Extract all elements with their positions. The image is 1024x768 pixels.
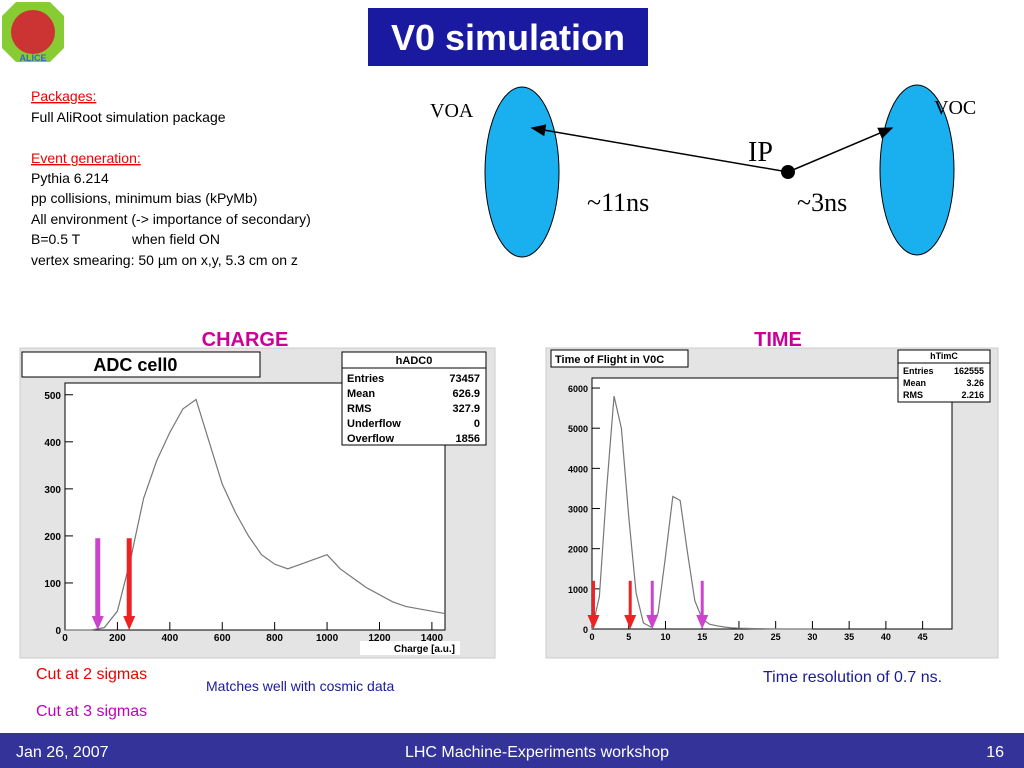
cut-arrow-head: [91, 616, 104, 630]
interaction-point: [781, 165, 795, 179]
axis-label-box: [360, 641, 460, 655]
diagram-label: VOA: [430, 100, 474, 122]
stats-value: 162555: [954, 366, 984, 376]
note: Matches well with cosmic data: [206, 678, 395, 694]
text-line: Pythia 6.214: [31, 170, 109, 186]
stats-value: 1856: [456, 433, 480, 445]
cut-arrow-head: [123, 616, 136, 630]
y-tick-label: 500: [44, 391, 61, 402]
x-tick-label: 25: [771, 632, 781, 642]
y-tick-label: 5000: [568, 424, 588, 434]
stats-label: RMS: [347, 403, 371, 415]
y-tick-label: 2000: [568, 545, 588, 555]
title-box: [550, 349, 689, 368]
diagram-label: ~11ns: [587, 188, 649, 217]
text-line: pp collisions, minimum bias (kPyMb): [31, 190, 257, 206]
text-line: when field ON: [131, 231, 220, 247]
x-tick-label: 0: [589, 632, 594, 642]
y-tick-label: 0: [583, 625, 588, 635]
y-tick-label: 0: [55, 626, 61, 637]
x-tick-label: 20: [734, 632, 744, 642]
x-tick-label: 200: [109, 633, 126, 644]
path-arrow: [530, 124, 789, 173]
path-arrow: [787, 127, 894, 173]
cut-arrow-head: [696, 615, 709, 629]
text-line: All environment (-> importance of second…: [31, 211, 311, 227]
x-tick-label: 0: [62, 633, 68, 644]
stats-label: Underflow: [347, 418, 401, 430]
text-line: Full AliRoot simulation package: [31, 109, 226, 125]
stats-value: 3.26: [966, 378, 984, 388]
y-tick-label: 200: [44, 532, 61, 543]
chart-title: ADC cell0: [93, 355, 177, 375]
stats-value: 2.216: [961, 390, 984, 400]
x-tick-label: 45: [918, 632, 928, 642]
y-tick-label: 100: [44, 579, 61, 590]
y-tick-label: 3000: [568, 505, 588, 515]
y-tick-label: 1000: [568, 585, 588, 595]
y-tick-label: 6000: [568, 384, 588, 394]
plot-area: [591, 377, 953, 630]
x-tick-label: 800: [266, 633, 283, 644]
y-tick-label: 400: [44, 438, 61, 449]
stats-value: 327.9: [452, 403, 480, 415]
stats-label: Overflow: [347, 433, 395, 445]
diagram-label: ~3ns: [797, 188, 847, 217]
stats-value: 0: [474, 418, 480, 430]
stats-label: Entries: [903, 366, 934, 376]
note: Time resolution of 0.7 ns.: [763, 669, 942, 686]
chart-title: Time of Flight in V0C: [555, 354, 664, 366]
x-tick-label: 5: [626, 632, 631, 642]
note: Cut at 2 sigmas: [36, 666, 147, 683]
x-tick-label: 1400: [421, 633, 444, 644]
x-tick-label: 1000: [316, 633, 339, 644]
x-tick-label: 30: [807, 632, 817, 642]
x-tick-label: 15: [697, 632, 707, 642]
logo-text: ALICE: [20, 53, 47, 63]
stats-label: Entries: [347, 373, 384, 385]
stats-name: hTimC: [930, 351, 958, 361]
footer-date: Jan 26, 2007: [16, 744, 109, 761]
title-box: [21, 351, 261, 378]
x-tick-label: 35: [844, 632, 854, 642]
x-tick-label: 1200: [368, 633, 391, 644]
detector-a: [484, 86, 560, 258]
chart-heading: TIME: [754, 329, 802, 351]
x-tick-label: 10: [660, 632, 670, 642]
footer-event: LHC Machine-Experiments workshop: [405, 744, 669, 761]
title-box: [368, 8, 648, 66]
slide-title: V0 simulation: [391, 17, 625, 58]
detector-c: [879, 84, 955, 256]
text-line: B=0.5 T: [31, 231, 81, 247]
stats-label: Mean: [347, 388, 375, 400]
footer-bar: [0, 733, 1024, 768]
section-heading: Event generation:: [31, 150, 141, 166]
x-tick-label: 40: [881, 632, 891, 642]
stats-name: hADC0: [396, 355, 433, 367]
diagram-label: IP: [748, 137, 773, 168]
stats-label: Mean: [903, 378, 926, 388]
x-axis-label: Charge [a.u.]: [394, 644, 455, 655]
stats-label: RMS: [903, 390, 923, 400]
stats-box: [897, 349, 991, 403]
cut-arrow-head: [646, 615, 659, 629]
text-line: vertex smearing: 50 µm on x,y, 5.3 cm on…: [31, 252, 298, 268]
stats-value: 73457: [449, 373, 480, 385]
section-heading: Packages:: [31, 88, 96, 104]
logo-icon: [11, 10, 55, 54]
x-tick-label: 400: [161, 633, 178, 644]
y-tick-label: 4000: [568, 464, 588, 474]
cut-arrow-head: [587, 615, 600, 629]
cut-arrow-head: [624, 615, 637, 629]
note: Cut at 3 sigmas: [36, 703, 147, 720]
y-tick-label: 300: [44, 485, 61, 496]
chart-heading: CHARGE: [202, 329, 289, 351]
stats-value: 626.9: [452, 388, 480, 400]
footer-page: 16: [986, 744, 1004, 761]
x-tick-label: 600: [214, 633, 231, 644]
diagram-label: VOC: [934, 97, 976, 119]
